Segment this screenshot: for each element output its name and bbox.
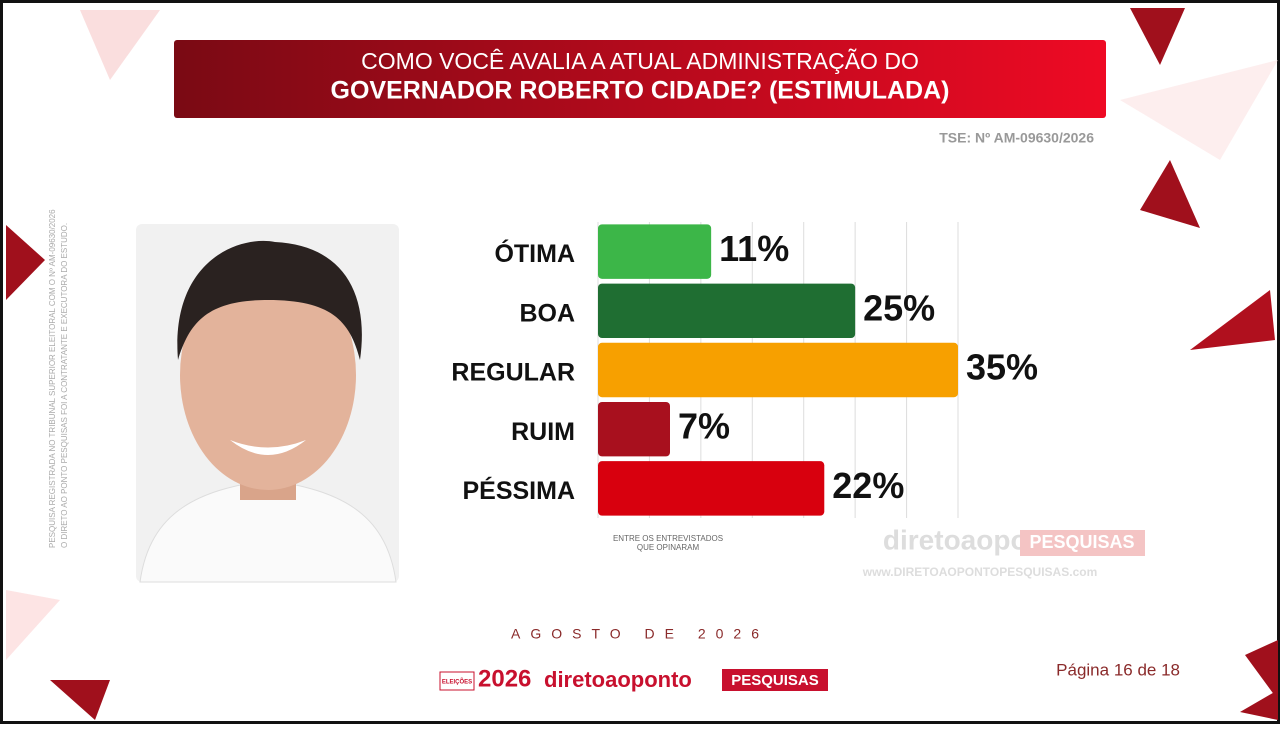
- value-label: 35%: [966, 347, 1038, 388]
- category-label: PÉSSIMA: [462, 476, 575, 505]
- watermark-tag-box: [1020, 530, 1145, 556]
- value-label: 22%: [832, 465, 904, 506]
- photo: [136, 224, 399, 583]
- title-line: GOVERNADOR ROBERTO CIDADE? (ESTIMULADA): [331, 77, 950, 105]
- decoration: [6, 8, 1278, 720]
- title-banner: [174, 40, 1106, 118]
- bar: [598, 224, 712, 279]
- value-label: 25%: [863, 287, 935, 328]
- value-label: 7%: [678, 406, 730, 447]
- category-label: ÓTIMA: [494, 238, 575, 268]
- bar: [598, 342, 958, 398]
- bar: [598, 283, 856, 339]
- watermark-url: www.DIRETOAOPONTOPESQUISAS.com: [862, 565, 1098, 579]
- bar: [598, 401, 670, 457]
- side-note-line: PESQUISA REGISTRADA NO TRIBUNAL SUPERIOR…: [48, 209, 57, 548]
- side-note: PESQUISA REGISTRADA NO TRIBUNAL SUPERIOR…: [48, 209, 69, 548]
- chart-note: QUE OPINARAM: [637, 543, 700, 552]
- category-label: RUIM: [511, 418, 575, 446]
- side-note-line: O DIRETO AO PONTO PESQUISAS FOI A CONTRA…: [60, 223, 69, 548]
- footer-brand: diretoaoponto: [544, 667, 692, 692]
- value-label: 11%: [719, 228, 789, 269]
- registration: TSE: Nº AM-09630/2026: [939, 130, 1094, 146]
- bar: [598, 461, 825, 516]
- page-number: Página 16 de 18: [1056, 660, 1180, 679]
- category-label: BOA: [519, 299, 575, 327]
- footer-tag-box: [722, 669, 828, 691]
- badge: ELEIÇÕES: [442, 679, 472, 686]
- badge-box: [439, 671, 475, 691]
- watermark-tag: PESQUISAS: [1029, 532, 1134, 552]
- chart-note: ENTRE OS ENTREVISTADOS: [613, 534, 723, 543]
- category-label: REGULAR: [451, 359, 575, 387]
- date: AGOSTO DE 2026: [511, 626, 769, 642]
- footer-tag: PESQUISAS: [731, 672, 819, 689]
- chart: ÓTIMA 11% BOA 25% REGULAR 35% RUIM 7% PÉSSIMA 22%…: [451, 222, 1038, 552]
- footer-year: 2026: [478, 665, 531, 692]
- title-line: COMO VOCÊ AVALIA A ATUAL ADMINISTRAÇÃO D…: [361, 48, 919, 74]
